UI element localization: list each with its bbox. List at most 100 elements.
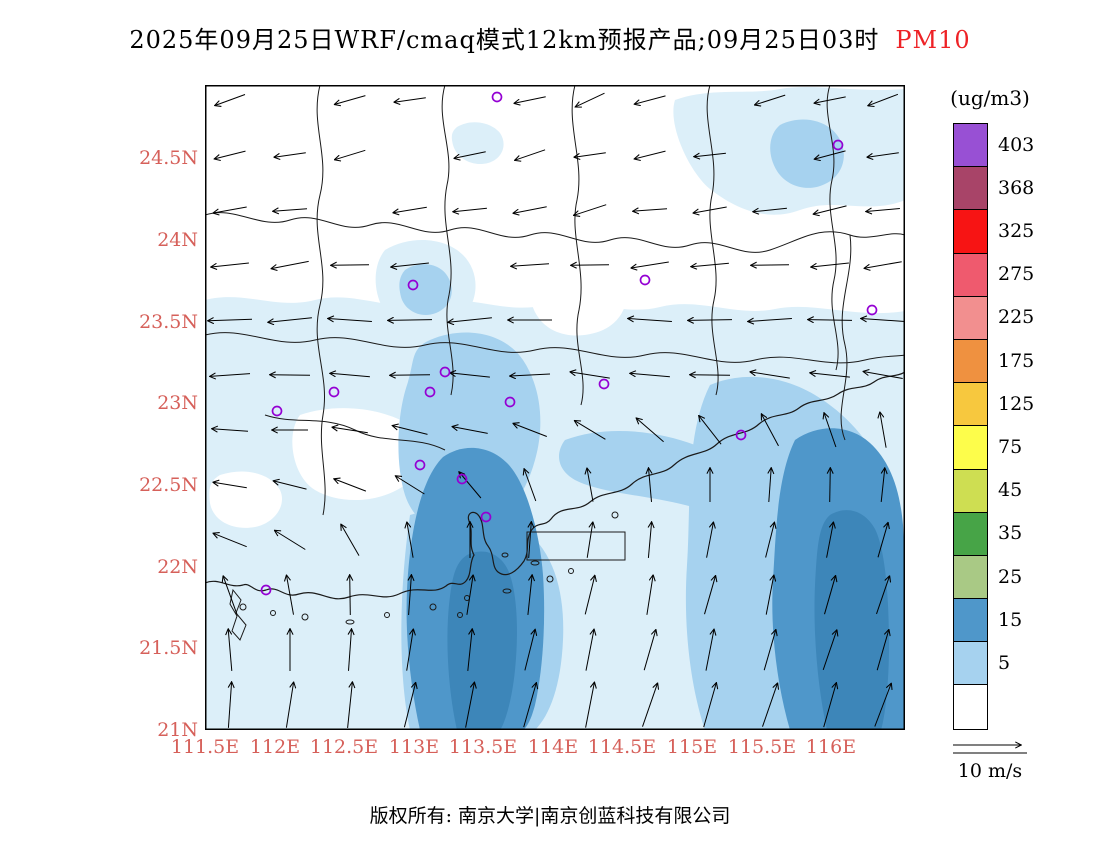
wind-arrow (574, 152, 606, 157)
wind-arrow (868, 93, 899, 105)
wind-arrow (762, 683, 778, 727)
wind-arrow (341, 524, 360, 556)
wind-arrow (575, 421, 606, 440)
wind-arrow (815, 150, 846, 159)
wind-arrow (213, 482, 247, 489)
province-boundary (571, 85, 584, 406)
wind-arrow (454, 151, 486, 159)
wind-arrow (287, 575, 294, 615)
legend-color-swatch (954, 167, 987, 211)
wind-arrow (824, 413, 837, 448)
wind-arrow (524, 469, 537, 502)
wind-arrow (330, 373, 370, 376)
legend-color-swatch (954, 253, 987, 297)
pm10-fill-region (770, 119, 844, 188)
province-boundary (840, 234, 852, 441)
wind-arrow (452, 427, 488, 434)
legend-level-label: 368 (998, 176, 1035, 199)
map-frame (205, 85, 905, 730)
station-marker (407, 279, 419, 291)
wind-arrow (450, 373, 490, 378)
island (239, 603, 247, 611)
legend-level-label: 225 (998, 306, 1035, 329)
wind-arrow (510, 374, 551, 376)
wind-arrow (822, 630, 837, 671)
wind-arrow (753, 207, 787, 212)
wind-arrow (584, 576, 595, 615)
wind-arrow (649, 468, 652, 502)
station-marker (414, 459, 426, 471)
wind-arrow (876, 576, 890, 615)
wind-arrow (808, 320, 853, 321)
wind-arrow (762, 414, 779, 447)
wind-arrow (633, 209, 668, 211)
province-boundary (229, 588, 247, 641)
wind-arrow (814, 205, 847, 214)
pm10-fill-region (399, 264, 452, 316)
pm10-fill-region (559, 430, 757, 512)
wind-arrow (704, 576, 716, 615)
island (501, 552, 509, 558)
wind-arrow (211, 262, 249, 267)
wind-arrow (586, 522, 593, 558)
wind-arrow (643, 630, 656, 671)
station-marker (598, 378, 610, 390)
province-boundary (205, 332, 905, 364)
lon-axis-label: 115.5E (727, 736, 797, 758)
legend-color-swatch (954, 555, 987, 600)
province-boundary (441, 85, 454, 396)
lat-axis-label: 23.5N (139, 311, 198, 333)
island (270, 610, 276, 616)
pm10-fill-region (814, 510, 889, 730)
wind-scale-label: 10 m/s (957, 760, 1023, 782)
wind-arrow (406, 629, 414, 671)
wind-arrow (769, 468, 771, 503)
wind-arrow (513, 206, 547, 213)
coastline (205, 371, 905, 600)
province-boundary (264, 414, 446, 451)
island (345, 619, 355, 625)
lat-axis-label: 24.5N (139, 147, 198, 169)
wind-arrow (631, 261, 669, 268)
legend-color-swatch (954, 426, 987, 470)
station-marker (480, 511, 492, 523)
wind-arrow (394, 97, 426, 102)
lon-axis-label: 114.5E (587, 736, 657, 758)
legend-color-swatch (954, 512, 987, 556)
wind-arrow (574, 204, 607, 216)
wind-arrow (648, 522, 651, 558)
island (301, 613, 309, 621)
wind-arrow (270, 375, 311, 376)
wind-arrow (349, 629, 352, 671)
wind-arrow (388, 320, 433, 321)
wind-arrow (396, 476, 425, 495)
wind-arrow (830, 468, 831, 503)
island (384, 612, 390, 618)
inner-boundary-box (526, 531, 626, 561)
province-boundary (706, 85, 719, 396)
lat-axis-label: 24N (157, 229, 198, 251)
wind-arrow (268, 317, 312, 323)
title-pollutant: PM10 (895, 26, 971, 54)
wind-arrow (699, 416, 722, 445)
lon-axis-label: 113.5E (448, 736, 518, 758)
wind-arrow (213, 533, 247, 548)
station-marker (491, 91, 503, 103)
lon-axis-label: 111.5E (170, 736, 240, 758)
wind-arrow (642, 683, 658, 727)
wind-arrow (635, 95, 666, 104)
wind-arrow (628, 319, 672, 322)
wind-arrow (467, 629, 472, 671)
station-marker (260, 584, 272, 596)
station-marker (328, 386, 340, 398)
wind-arrow (765, 575, 774, 615)
wind-arrow (810, 373, 850, 378)
legend-color-swatch (954, 296, 987, 340)
wind-arrow (465, 682, 475, 728)
wind-arrow (228, 629, 233, 671)
province-boundary (826, 85, 839, 371)
wind-arrow (391, 262, 429, 267)
lon-axis-label: 112E (249, 736, 301, 758)
wind-arrow (335, 149, 366, 159)
